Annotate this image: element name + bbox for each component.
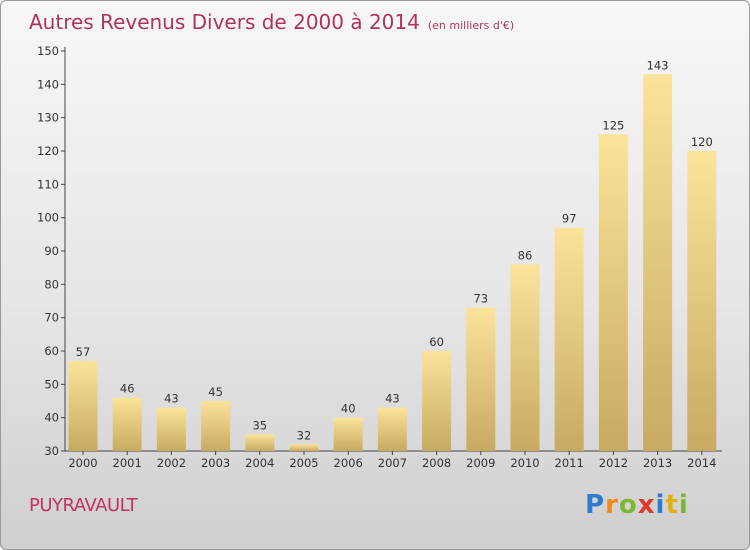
y-tick-label: 150: [37, 44, 59, 58]
chart-bars: 57 46 43 45 35 32 40 43 60 73 86 97 125 143 120: [68, 58, 717, 452]
y-tick-label: 130: [37, 111, 59, 125]
logo-letter: i: [655, 490, 666, 520]
bar: [422, 351, 452, 451]
y-tick-label: 40: [44, 411, 59, 425]
y-tick-label: 110: [37, 177, 59, 191]
bar-value-label: 35: [252, 418, 267, 432]
x-tick-label: 2012: [599, 456, 628, 470]
bar-value-label: 32: [297, 428, 312, 442]
logo-letter: o: [618, 490, 638, 520]
bar: [245, 434, 275, 451]
y-tick-label: 50: [44, 377, 59, 391]
x-tick-label: 2008: [422, 456, 451, 470]
bar: [112, 397, 142, 451]
proxiti-logo[interactable]: Proxiti: [585, 490, 689, 520]
bar-value-label: 73: [473, 292, 488, 306]
bar-value-label: 125: [602, 118, 624, 132]
bar: [598, 134, 628, 452]
logo-letter: i: [678, 490, 689, 520]
bar-value-label: 43: [385, 392, 400, 406]
x-tick-label: 2005: [289, 456, 318, 470]
bar: [510, 264, 540, 451]
bar-value-label: 46: [120, 382, 135, 396]
y-tick-label: 140: [37, 77, 59, 91]
bar-value-label: 57: [76, 345, 91, 359]
bar: [156, 407, 186, 451]
x-tick-label: 2003: [201, 456, 230, 470]
bar-value-label: 86: [518, 248, 533, 262]
x-tick-label: 2007: [378, 456, 407, 470]
bar: [68, 361, 98, 451]
y-tick-label: 80: [44, 277, 59, 291]
bar-value-label: 143: [647, 58, 669, 72]
bar-value-label: 40: [341, 402, 356, 416]
x-tick-label: 2009: [466, 456, 495, 470]
location-label: PUYRAVAULT: [29, 495, 138, 516]
x-tick-label: 2002: [157, 456, 186, 470]
chart-axes: 30 40 50 60 70 80 90 100 110 120 130 140 150 2000 2001…: [37, 44, 722, 470]
bar: [377, 407, 407, 451]
y-tick-label: 90: [44, 244, 59, 258]
logo-letter: x: [637, 490, 656, 520]
bar: [554, 227, 584, 451]
bar: [643, 74, 673, 451]
bar-value-label: 120: [691, 135, 713, 149]
bar-value-label: 45: [208, 385, 223, 399]
bar: [687, 151, 717, 451]
chart-title-block: Autres Revenus Divers de 2000 à 2014 (en …: [29, 10, 514, 34]
y-tick-label: 30: [44, 444, 59, 458]
x-tick-label: 2006: [334, 456, 363, 470]
y-tick-label: 100: [37, 211, 59, 225]
logo-letter: r: [605, 490, 619, 520]
chart-unit: (en milliers d'€): [427, 19, 515, 32]
x-tick-label: 2013: [643, 456, 672, 470]
bar-value-label: 43: [164, 392, 179, 406]
logo-letter: P: [585, 490, 606, 520]
y-tick-label: 120: [37, 144, 59, 158]
x-tick-label: 2001: [113, 456, 142, 470]
bar-value-label: 97: [562, 212, 577, 226]
bar: [466, 307, 496, 451]
x-tick-label: 2010: [510, 456, 539, 470]
bar-value-label: 60: [429, 335, 444, 349]
x-tick-label: 2011: [555, 456, 584, 470]
logo-letter: t: [665, 490, 679, 520]
x-tick-label: 2004: [245, 456, 274, 470]
y-tick-label: 60: [44, 344, 59, 358]
chart-title: Autres Revenus Divers de 2000 à 2014: [29, 10, 420, 34]
bar: [201, 401, 231, 451]
bar: [333, 417, 363, 451]
x-tick-label: 2000: [68, 456, 97, 470]
bar: [289, 444, 319, 451]
y-tick-label: 70: [44, 311, 59, 325]
x-tick-label: 2014: [687, 456, 716, 470]
